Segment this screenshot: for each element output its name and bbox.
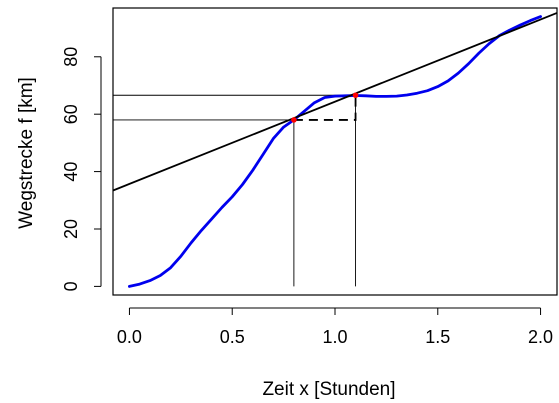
x-tick-label: 2.0 [528, 327, 553, 347]
x-tick-label: 0.5 [220, 327, 245, 347]
x-axis: 0.0 0.5 1.0 1.5 2.0 [117, 307, 553, 347]
plot-content [113, 11, 557, 288]
highlight-point-2 [352, 92, 359, 99]
y-tick-label: 20 [61, 219, 81, 239]
secant-step-dashed [293, 95, 357, 121]
y-tick-label: 60 [61, 104, 81, 124]
y-tick-label: 40 [61, 162, 81, 182]
y-tick-label: 80 [61, 47, 81, 67]
highlight-point-1 [291, 117, 297, 123]
y-axis: 0 20 40 60 80 [61, 47, 102, 291]
x-axis-label: Zeit x [Stunden] [262, 379, 395, 400]
highlight-points [291, 92, 359, 123]
series-line [113, 11, 557, 192]
series-curve [127, 15, 542, 288]
x-tick-label: 1.5 [425, 327, 450, 347]
plot-frame [112, 7, 558, 296]
x-tick-label: 0.0 [117, 327, 142, 347]
y-axis-label: Wegstrecke f [km] [16, 77, 37, 229]
y-tick-label: 0 [61, 281, 81, 291]
x-tick-label: 1.0 [322, 327, 347, 347]
